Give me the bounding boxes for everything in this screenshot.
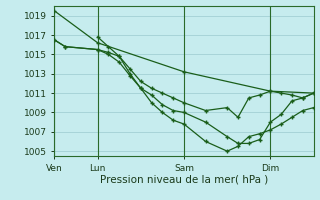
X-axis label: Pression niveau de la mer( hPa ): Pression niveau de la mer( hPa ) bbox=[100, 174, 268, 184]
